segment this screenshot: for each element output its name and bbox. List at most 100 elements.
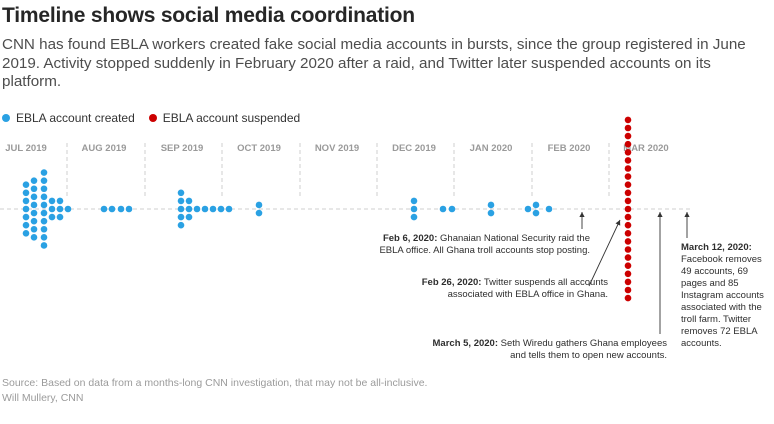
created-dot [100,205,108,213]
created-dot [64,205,72,213]
created-dot [201,205,209,213]
created-dot [255,209,263,217]
suspended-dot [624,294,632,302]
created-dot [487,201,495,209]
created-dot [56,205,64,213]
created-dot [225,205,233,213]
legend-swatch-suspended [148,114,157,122]
created-dot [22,205,30,213]
month-label: SEP 2019 [161,143,204,154]
pointer-mar-5-arrowhead [657,212,663,217]
created-dot [22,213,30,221]
created-dot [30,234,38,241]
pointer-feb-26 [588,219,621,287]
created-dot [532,201,540,209]
created-dot [30,217,38,225]
created-dot [177,205,185,213]
created-dot [22,189,30,197]
annotation-mar-5-date: March 5, 2020 [432,338,495,349]
month-label: NOV 2019 [315,143,359,154]
suspended-dot [624,221,632,229]
created-dot [22,181,30,188]
created-dot [30,177,38,184]
created-dot [22,221,30,229]
suspended-dot [624,116,632,124]
created-dot [22,230,30,237]
created-dot [193,205,201,213]
suspended-dot [624,181,632,188]
annotation-mar-5: March 5, 2020: Seth Wiredu gathers Ghana… [432,338,667,361]
suspended-dot [624,157,632,164]
created-dot [117,205,125,213]
created-dot [177,197,185,205]
legend-label-suspended: EBLA account suspended [162,111,301,125]
created-dot [40,169,48,176]
legend: EBLA account created EBLA account suspen… [2,110,314,126]
created-dot [30,225,38,233]
created-dot [56,213,64,221]
annotation-mar-5-text: Seth Wiredu gathers Ghana employees and … [500,338,667,361]
annotation-mar-12: March 12, 2020: Facebook removes 49 acco… [681,242,764,349]
month-label: OCT 2019 [237,143,281,154]
created-dot [439,205,447,213]
created-dot [185,197,193,205]
created-dot [48,213,56,221]
annotation-feb-26: Feb 26, 2020: Twitter suspends all accou… [421,277,608,300]
created-dot [40,225,48,233]
legend-item-created: EBLA account created [2,111,135,125]
annotation-feb-6-text: Ghanaian National Security raid the EBLA… [379,233,590,256]
created-dot [48,197,56,205]
suspended-dot [624,230,632,237]
created-dot [410,205,418,213]
credit-line: Will Mullery, CNN [2,392,84,404]
legend-item-suspended: EBLA account suspended [148,111,301,125]
created-dot [125,205,133,213]
suspended-dot [624,205,632,213]
created-dot [30,209,38,217]
month-label: MAR 2020 [623,143,668,154]
annotation-feb-6: Feb 6, 2020: Ghanaian National Security … [379,233,590,256]
created-dot [40,234,48,241]
source-note: Source: Based on data from a months-long… [2,376,427,406]
created-dot [185,213,193,221]
month-label: AUG 2019 [82,143,127,154]
created-dot [410,213,418,221]
created-dot [410,197,418,205]
legend-swatch-created [2,114,10,122]
suspended-dot [624,173,632,180]
created-dot [22,197,30,205]
suspended-dot [624,165,632,172]
annotation-mar-12-date: March 12, 2020 [681,242,749,253]
created-dot [177,221,185,229]
created-dot [185,205,193,213]
suspended-dot [624,197,632,205]
suspended-dot [624,262,632,270]
created-dot [40,193,48,201]
month-label: JUL 2019 [5,143,47,154]
annotation-feb-26-text: Twitter suspends all accounts associated… [447,277,608,300]
created-dot [40,217,48,225]
created-dot [48,205,56,213]
annotation-mar-12-text: Facebook removes 49 accounts, 69 pages a… [681,254,764,349]
suspended-dot [624,189,632,197]
created-dot [56,197,64,205]
pointer-feb-6-arrowhead [579,212,585,217]
created-dot [524,205,532,213]
month-label: JAN 2020 [470,143,513,154]
created-dot [40,177,48,184]
annotation-feb-6-date: Feb 6, 2020 [382,233,435,244]
created-dot [487,209,495,217]
suspended-dot [624,132,632,140]
source-line: Source: Based on data from a months-long… [2,377,428,389]
suspended-dot [624,213,632,221]
created-dot [177,189,185,197]
suspended-dot [624,286,632,294]
created-dot [30,201,38,209]
suspended-dot [624,140,632,148]
created-dot [177,213,185,221]
created-dot [30,193,38,201]
month-label: DEC 2019 [392,143,436,154]
suspended-dot [624,246,632,253]
created-dot [30,185,38,193]
